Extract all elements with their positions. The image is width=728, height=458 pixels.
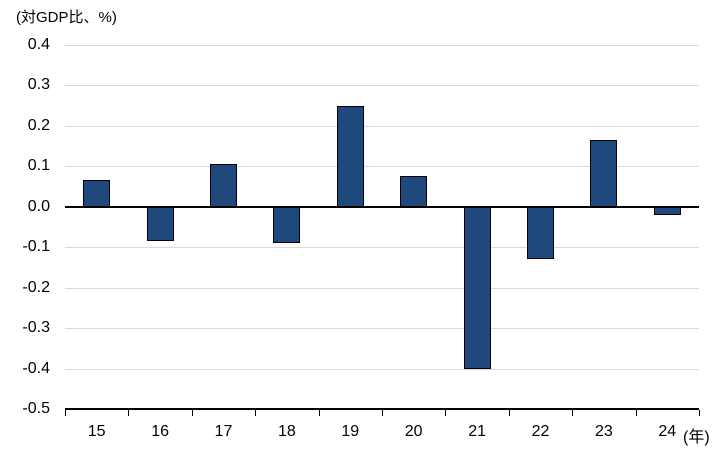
bar [146, 206, 174, 242]
gridline [65, 85, 699, 87]
gridline [65, 328, 699, 330]
axis-tick-mark [65, 410, 66, 416]
gridline [65, 247, 699, 249]
axis-tick-mark [191, 410, 193, 416]
x-tick-label: 23 [594, 423, 613, 440]
bar [400, 176, 428, 207]
y-tick-label: 0.4 [27, 36, 50, 53]
bar [336, 105, 364, 207]
gridline [65, 166, 699, 168]
y-tick-label: -0.4 [22, 359, 50, 377]
gridline [65, 45, 699, 46]
x-tick-label: 20 [404, 423, 423, 440]
bar [210, 164, 237, 207]
x-axis-unit-label: (年) [683, 429, 710, 446]
bar [527, 206, 554, 260]
y-tick-label: -0.5 [22, 400, 50, 417]
y-tick-label: -0.3 [22, 319, 50, 337]
x-tick-label: 17 [214, 423, 233, 440]
gridline [65, 125, 699, 127]
bar [590, 140, 618, 207]
chart-title: (対GDP比、%) [16, 9, 117, 26]
bar [463, 206, 491, 369]
axis-tick-mark [508, 410, 510, 416]
x-axis-line [65, 408, 699, 410]
gridline [65, 368, 699, 370]
y-tick-label: -0.1 [22, 238, 50, 256]
bar [83, 180, 111, 207]
axis-tick-mark [572, 410, 574, 416]
x-tick-label: 18 [277, 423, 296, 440]
y-tick-label: 0.0 [27, 197, 50, 215]
x-tick-label: 22 [531, 423, 550, 440]
axis-tick-mark [699, 410, 700, 416]
x-tick-label: 15 [87, 423, 106, 440]
bar [653, 206, 681, 215]
y-tick-label: 0.3 [27, 76, 50, 94]
axis-tick-mark [445, 410, 447, 416]
x-tick-label: 24 [658, 423, 677, 440]
x-tick-label: 19 [341, 423, 360, 440]
y-tick-label: 0.1 [27, 157, 50, 175]
axis-tick-mark [318, 410, 320, 416]
y-tick-label: 0.2 [27, 116, 50, 134]
zero-gridline [65, 205, 699, 208]
gridline [65, 287, 699, 289]
y-tick-label: -0.2 [22, 278, 50, 296]
x-tick-label: 16 [151, 423, 169, 440]
axis-tick-mark [382, 410, 383, 416]
x-tick-label: 21 [468, 423, 486, 440]
bar [273, 206, 301, 244]
axis-tick-mark [635, 410, 637, 416]
axis-tick-mark [255, 410, 257, 416]
axis-tick-mark [128, 410, 130, 416]
